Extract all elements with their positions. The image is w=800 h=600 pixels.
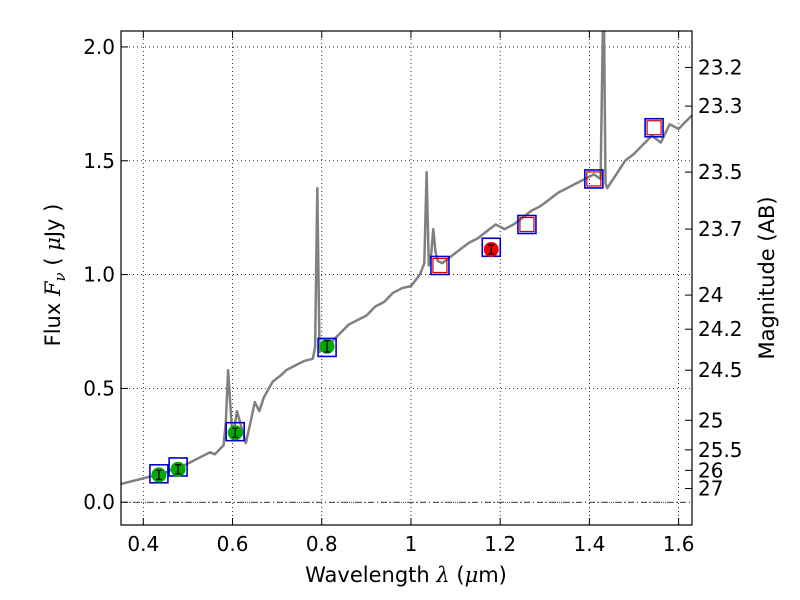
magnitude-tick-label: 23.7: [698, 217, 743, 241]
photometry-box: [317, 337, 337, 358]
spectrum-layer: [121, 31, 692, 486]
magnitude-tick-label: 27: [698, 477, 723, 501]
y-tick-label: 2.0: [83, 35, 115, 59]
x-axis-label: Wavelength λ (μm): [305, 563, 507, 587]
magnitude-tick-label: 23.5: [698, 160, 743, 184]
magnitude-tick-label: 25: [698, 408, 723, 432]
magnitude-axis-label: Magnitude (AB): [755, 196, 779, 359]
magnitude-tick-label: 23.2: [698, 55, 743, 79]
photometry-box: [149, 463, 169, 484]
x-tick-label: 1.6: [663, 532, 695, 556]
photometry-box: [644, 117, 664, 138]
red-box: [432, 257, 448, 274]
grid-lines: [121, 31, 692, 525]
y-tick-label: 1.5: [83, 149, 115, 173]
y-tick-label: 0.0: [83, 490, 115, 514]
photometry-box: [430, 255, 450, 276]
photometry-box: [517, 214, 537, 235]
x-tick-label: 0.8: [306, 532, 338, 556]
red-box: [519, 216, 535, 233]
plot-frame: [120, 30, 693, 526]
x-tick-label: 1.4: [573, 532, 605, 556]
y-tick-label: 0.5: [83, 376, 115, 400]
photometry-box: [584, 169, 604, 189]
spectrum-line: [121, 31, 692, 486]
x-tick-label: 1: [405, 532, 418, 556]
red-box: [586, 171, 602, 187]
x-tick-label: 1.2: [484, 532, 516, 556]
photometry-box: [225, 421, 245, 442]
magnitude-tick-label: 24.2: [698, 317, 743, 341]
y-axis-label: Flux Fν ( μJy ): [41, 204, 69, 347]
magnitude-tick-label: 24: [698, 283, 723, 307]
x-tick-label: 0.6: [217, 532, 249, 556]
red-box: [646, 120, 662, 136]
magnitude-tick-label: 25.5: [698, 438, 743, 462]
x-tick-label: 0.4: [127, 532, 159, 556]
axis-ticks: 0.4 0.6 0.8 1 1.2 1.4 1.6 0.0 0.5 1.0 1.5 2.0 23.2 23…: [83, 31, 743, 556]
magnitude-tick-label: 26: [698, 458, 723, 482]
magnitude-tick-label: 24.5: [698, 358, 743, 382]
photometry-layer: [149, 117, 664, 484]
y-tick-label: 1.0: [83, 263, 115, 287]
magnitude-tick-label: 23.3: [698, 94, 743, 118]
